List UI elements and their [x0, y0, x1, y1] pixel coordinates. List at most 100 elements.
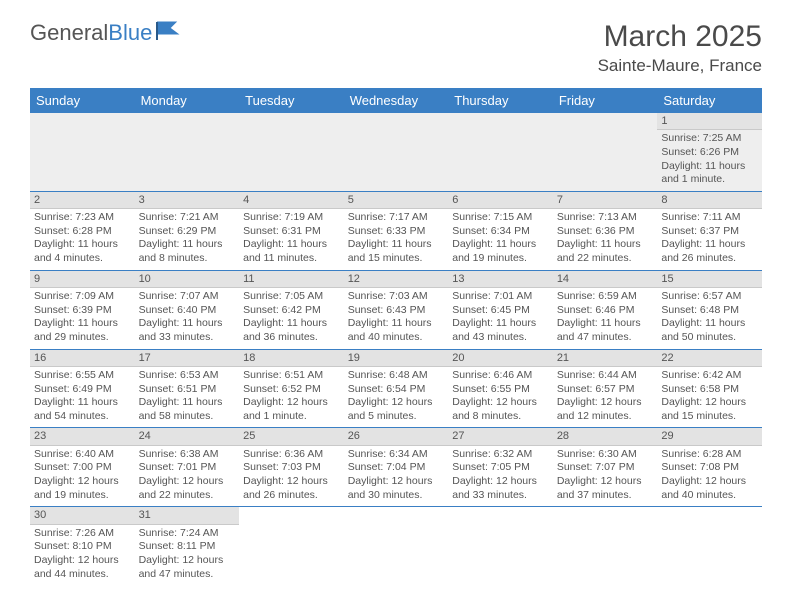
daylight: Daylight: 11 hours and 47 minutes.: [557, 317, 654, 344]
day-number: 1: [657, 113, 762, 130]
day-details: Sunrise: 6:42 AMSunset: 6:58 PMDaylight:…: [657, 367, 762, 428]
daylight: Daylight: 12 hours and 37 minutes.: [557, 475, 654, 502]
sunrise: Sunrise: 6:42 AM: [661, 369, 758, 383]
weekday-header: Friday: [553, 88, 658, 113]
day-number: 3: [135, 192, 240, 209]
sunset: Sunset: 6:28 PM: [34, 225, 131, 239]
sunrise: Sunrise: 6:55 AM: [34, 369, 131, 383]
sunset: Sunset: 7:01 PM: [139, 461, 236, 475]
day-number: 9: [30, 271, 135, 288]
sunrise: Sunrise: 7:09 AM: [34, 290, 131, 304]
sunrise: Sunrise: 7:19 AM: [243, 211, 340, 225]
day-details: Sunrise: 7:09 AMSunset: 6:39 PMDaylight:…: [30, 288, 135, 349]
day-number: 30: [30, 507, 135, 524]
daylight: Daylight: 12 hours and 19 minutes.: [34, 475, 131, 502]
day-details: Sunrise: 6:30 AMSunset: 7:07 PMDaylight:…: [553, 446, 658, 507]
day-details: Sunrise: 6:55 AMSunset: 6:49 PMDaylight:…: [30, 367, 135, 428]
daylight: Daylight: 12 hours and 12 minutes.: [557, 396, 654, 423]
calendar-empty: [553, 507, 658, 585]
day-details: Sunrise: 7:21 AMSunset: 6:29 PMDaylight:…: [135, 209, 240, 270]
sunrise: Sunrise: 7:21 AM: [139, 211, 236, 225]
day-details: Sunrise: 6:40 AMSunset: 7:00 PMDaylight:…: [30, 446, 135, 507]
day-details: Sunrise: 7:19 AMSunset: 6:31 PMDaylight:…: [239, 209, 344, 270]
day-number: 21: [553, 350, 658, 367]
day-number: 27: [448, 428, 553, 445]
day-details: Sunrise: 6:46 AMSunset: 6:55 PMDaylight:…: [448, 367, 553, 428]
sunset: Sunset: 6:49 PM: [34, 383, 131, 397]
sunrise: Sunrise: 7:17 AM: [348, 211, 445, 225]
sunset: Sunset: 6:39 PM: [34, 304, 131, 318]
sunrise: Sunrise: 7:15 AM: [452, 211, 549, 225]
sunrise: Sunrise: 6:28 AM: [661, 448, 758, 462]
logo-text-accent: Blue: [108, 20, 152, 46]
calendar-table: SundayMondayTuesdayWednesdayThursdayFrid…: [30, 88, 762, 585]
calendar-empty: [553, 113, 658, 191]
sunrise: Sunrise: 7:13 AM: [557, 211, 654, 225]
calendar-day: 28Sunrise: 6:30 AMSunset: 7:07 PMDayligh…: [553, 428, 658, 507]
day-details: Sunrise: 7:25 AMSunset: 6:26 PMDaylight:…: [657, 130, 762, 191]
sunrise: Sunrise: 6:44 AM: [557, 369, 654, 383]
day-number: 8: [657, 192, 762, 209]
day-number: 7: [553, 192, 658, 209]
day-details: Sunrise: 6:38 AMSunset: 7:01 PMDaylight:…: [135, 446, 240, 507]
sunset: Sunset: 6:31 PM: [243, 225, 340, 239]
day-details: Sunrise: 7:13 AMSunset: 6:36 PMDaylight:…: [553, 209, 658, 270]
sunrise: Sunrise: 6:38 AM: [139, 448, 236, 462]
day-number: 13: [448, 271, 553, 288]
sunset: Sunset: 6:52 PM: [243, 383, 340, 397]
daylight: Daylight: 11 hours and 8 minutes.: [139, 238, 236, 265]
calendar-empty: [135, 113, 240, 191]
day-number: 23: [30, 428, 135, 445]
day-number: 24: [135, 428, 240, 445]
sunset: Sunset: 8:10 PM: [34, 540, 131, 554]
sunset: Sunset: 6:58 PM: [661, 383, 758, 397]
calendar-day: 21Sunrise: 6:44 AMSunset: 6:57 PMDayligh…: [553, 349, 658, 428]
calendar-day: 5Sunrise: 7:17 AMSunset: 6:33 PMDaylight…: [344, 191, 449, 270]
day-number: 25: [239, 428, 344, 445]
sunset: Sunset: 6:26 PM: [661, 146, 758, 160]
daylight: Daylight: 11 hours and 22 minutes.: [557, 238, 654, 265]
daylight: Daylight: 11 hours and 19 minutes.: [452, 238, 549, 265]
title-block: March 2025 Sainte-Maure, France: [598, 20, 762, 76]
daylight: Daylight: 12 hours and 8 minutes.: [452, 396, 549, 423]
weekday-header: Tuesday: [239, 88, 344, 113]
calendar-day: 7Sunrise: 7:13 AMSunset: 6:36 PMDaylight…: [553, 191, 658, 270]
day-number: 10: [135, 271, 240, 288]
calendar-day: 31Sunrise: 7:24 AMSunset: 8:11 PMDayligh…: [135, 507, 240, 585]
weekday-header: Sunday: [30, 88, 135, 113]
weekday-header: Monday: [135, 88, 240, 113]
daylight: Daylight: 12 hours and 33 minutes.: [452, 475, 549, 502]
sunrise: Sunrise: 6:53 AM: [139, 369, 236, 383]
day-details: Sunrise: 6:44 AMSunset: 6:57 PMDaylight:…: [553, 367, 658, 428]
calendar-day: 4Sunrise: 7:19 AMSunset: 6:31 PMDaylight…: [239, 191, 344, 270]
sunrise: Sunrise: 7:23 AM: [34, 211, 131, 225]
day-number: 28: [553, 428, 658, 445]
calendar-day: 15Sunrise: 6:57 AMSunset: 6:48 PMDayligh…: [657, 270, 762, 349]
daylight: Daylight: 11 hours and 1 minute.: [661, 160, 758, 187]
day-number: 20: [448, 350, 553, 367]
calendar-empty: [344, 507, 449, 585]
sunrise: Sunrise: 6:46 AM: [452, 369, 549, 383]
flag-icon: [156, 20, 182, 46]
daylight: Daylight: 11 hours and 11 minutes.: [243, 238, 340, 265]
day-number: 12: [344, 271, 449, 288]
calendar-empty: [657, 507, 762, 585]
day-number: 4: [239, 192, 344, 209]
calendar-row: 23Sunrise: 6:40 AMSunset: 7:00 PMDayligh…: [30, 428, 762, 507]
day-number: 6: [448, 192, 553, 209]
sunset: Sunset: 6:46 PM: [557, 304, 654, 318]
day-number: 29: [657, 428, 762, 445]
sunset: Sunset: 6:36 PM: [557, 225, 654, 239]
sunrise: Sunrise: 7:07 AM: [139, 290, 236, 304]
logo-text-main: General: [30, 20, 108, 46]
sunset: Sunset: 6:42 PM: [243, 304, 340, 318]
calendar-day: 3Sunrise: 7:21 AMSunset: 6:29 PMDaylight…: [135, 191, 240, 270]
sunrise: Sunrise: 7:01 AM: [452, 290, 549, 304]
sunset: Sunset: 6:33 PM: [348, 225, 445, 239]
calendar-day: 8Sunrise: 7:11 AMSunset: 6:37 PMDaylight…: [657, 191, 762, 270]
day-details: Sunrise: 7:17 AMSunset: 6:33 PMDaylight:…: [344, 209, 449, 270]
day-number: 22: [657, 350, 762, 367]
sunrise: Sunrise: 7:24 AM: [139, 527, 236, 541]
calendar-day: 16Sunrise: 6:55 AMSunset: 6:49 PMDayligh…: [30, 349, 135, 428]
day-details: Sunrise: 7:07 AMSunset: 6:40 PMDaylight:…: [135, 288, 240, 349]
